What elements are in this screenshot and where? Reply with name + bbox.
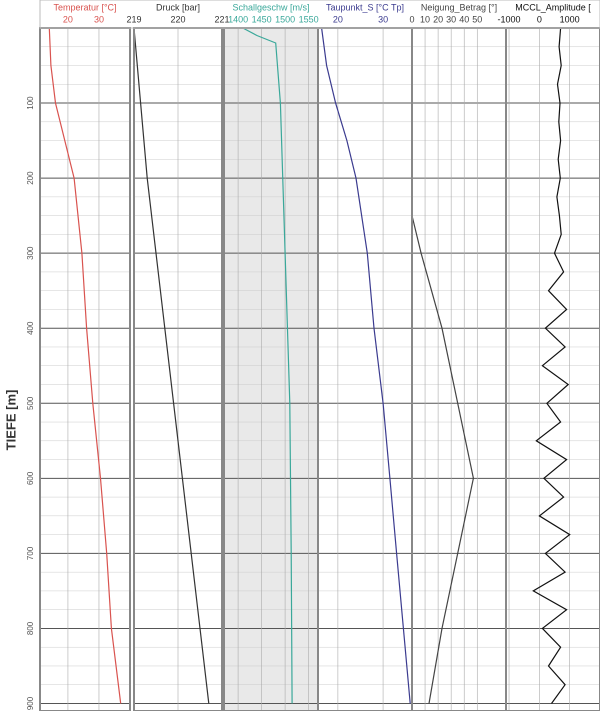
- y-tick-label: 200: [26, 171, 35, 185]
- track-background: [224, 28, 318, 711]
- x-tick-label: 220: [170, 14, 185, 24]
- track-title: Neigung_Betrag [°]: [421, 2, 497, 12]
- track-title: Taupunkt_S [°C Tp]: [326, 2, 404, 12]
- x-tick-label: 1500: [275, 14, 295, 24]
- log-curve: [321, 27, 411, 704]
- track-title: Schallgeschw [m/s]: [232, 2, 309, 12]
- y-tick-label: 400: [26, 321, 35, 335]
- x-tick-label: 50: [472, 14, 482, 24]
- x-tick-label: 20: [433, 14, 443, 24]
- track-title: Druck [bar]: [156, 2, 200, 12]
- y-tick-label: 800: [26, 621, 35, 635]
- x-tick-label: 20: [63, 14, 73, 24]
- x-tick-label: 30: [446, 14, 456, 24]
- x-tick-label: 1450: [252, 14, 272, 24]
- track-border: [505, 27, 600, 711]
- track-border: [39, 27, 131, 711]
- x-tick-label: -1000: [498, 14, 521, 24]
- track-title: Temperatur [°C]: [53, 2, 116, 12]
- y-tick-label: 900: [26, 696, 35, 710]
- x-tick-label: 30: [378, 14, 388, 24]
- track-title: MCCL_Amplitude [: [515, 2, 591, 12]
- log-curve: [411, 28, 475, 704]
- log-curve: [532, 27, 571, 704]
- track-border: [317, 27, 413, 711]
- x-tick-label: 30: [94, 14, 104, 24]
- y-tick-label: 300: [26, 246, 35, 260]
- y-tick-label: 600: [26, 471, 35, 485]
- track-border: [411, 27, 507, 711]
- x-tick-label: 0: [409, 14, 414, 24]
- x-tick-label: 1400: [228, 14, 248, 24]
- x-tick-label: 1550: [299, 14, 319, 24]
- header-border: [39, 0, 600, 29]
- x-tick-label: 1000: [560, 14, 580, 24]
- x-tick-label: 0: [537, 14, 542, 24]
- y-tick-label: 700: [26, 546, 35, 560]
- log-curve: [133, 27, 210, 704]
- log-curve: [48, 27, 122, 704]
- y-tick-label: 100: [26, 96, 35, 110]
- x-tick-label: 219: [126, 14, 141, 24]
- x-tick-label: 221: [214, 14, 229, 24]
- y-tick-label: 500: [26, 396, 35, 410]
- y-axis-label: TIEFE [m]: [3, 390, 18, 451]
- log-curve: [242, 27, 293, 704]
- x-tick-label: 10: [420, 14, 430, 24]
- x-tick-label: 40: [459, 14, 469, 24]
- x-tick-label: 20: [333, 14, 343, 24]
